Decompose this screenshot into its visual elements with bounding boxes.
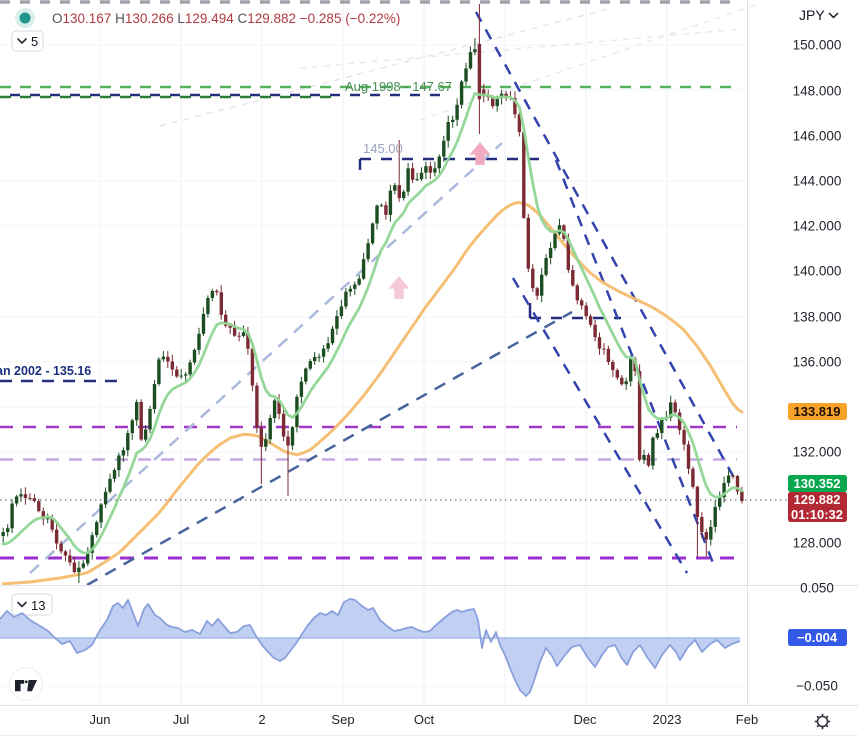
svg-text:140.000: 140.000 xyxy=(793,264,842,279)
svg-text:132.000: 132.000 xyxy=(793,445,842,460)
svg-text:145.00: 145.00 xyxy=(363,141,403,156)
svg-text:Dec: Dec xyxy=(573,712,597,727)
svg-text:01:10:32: 01:10:32 xyxy=(791,507,843,522)
svg-text:2: 2 xyxy=(258,712,265,727)
svg-text:150.000: 150.000 xyxy=(793,38,842,53)
svg-text:Feb: Feb xyxy=(736,712,758,727)
svg-text:−0.050: −0.050 xyxy=(796,679,838,694)
svg-text:142.000: 142.000 xyxy=(793,219,842,234)
svg-text:136.000: 136.000 xyxy=(793,355,842,370)
svg-text:Jun: Jun xyxy=(90,712,111,727)
svg-text:129.882: 129.882 xyxy=(794,492,841,507)
svg-text:5: 5 xyxy=(31,34,38,49)
svg-text:an 2002 - 135.16: an 2002 - 135.16 xyxy=(0,364,91,378)
svg-text:2023: 2023 xyxy=(653,712,682,727)
svg-text:13: 13 xyxy=(31,598,45,613)
svg-text:148.000: 148.000 xyxy=(793,84,842,99)
svg-text:Jul: Jul xyxy=(173,712,190,727)
svg-text:0.050: 0.050 xyxy=(800,581,834,596)
svg-text:133.819: 133.819 xyxy=(794,404,841,419)
svg-text:128.000: 128.000 xyxy=(793,536,842,551)
svg-text:Oct: Oct xyxy=(414,712,435,727)
svg-text:130.352: 130.352 xyxy=(794,476,841,491)
svg-text:Aug 1998 - 147.67: Aug 1998 - 147.67 xyxy=(345,79,452,94)
svg-text:−0.004: −0.004 xyxy=(797,630,838,645)
svg-text:146.000: 146.000 xyxy=(793,129,842,144)
svg-text:JPY: JPY xyxy=(799,7,825,23)
svg-text:Sep: Sep xyxy=(331,712,354,727)
svg-text:138.000: 138.000 xyxy=(793,310,842,325)
svg-text:O130.167 H130.266 L129.494 C12: O130.167 H130.266 L129.494 C129.882 −0.2… xyxy=(52,11,400,26)
svg-text:144.000: 144.000 xyxy=(793,174,842,189)
